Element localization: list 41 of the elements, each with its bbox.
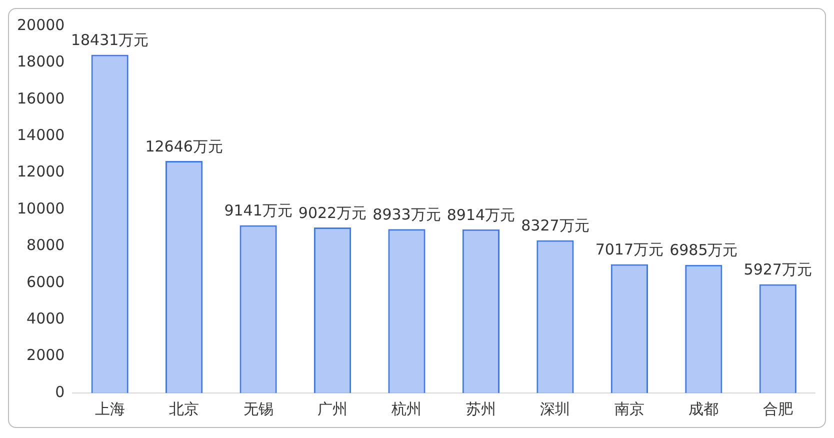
x-tick-label: 南京	[614, 400, 644, 418]
data-label: 8914万元	[446, 206, 516, 224]
data-label: 7017万元	[595, 240, 664, 259]
x-tick-label: 无锡	[243, 400, 274, 418]
y-tick-label: 16000	[17, 89, 65, 108]
bar	[759, 284, 796, 393]
data-label: 9022万元	[298, 204, 367, 222]
x-tick-label: 苏州	[466, 400, 496, 418]
y-tick-label: 6000	[26, 272, 65, 291]
x-tick-label: 合肥	[762, 400, 793, 418]
bar	[166, 160, 203, 393]
data-label: 8327万元	[521, 216, 590, 235]
bar	[314, 227, 352, 393]
bar	[685, 264, 722, 393]
y-tick-label: 0	[55, 382, 65, 401]
data-label: 6985万元	[670, 241, 738, 260]
y-tick-label: 10000	[17, 199, 65, 218]
y-tick-label: 8000	[26, 236, 65, 254]
data-label: 8933万元	[372, 205, 441, 224]
bar	[610, 264, 648, 393]
x-tick-label: 广州	[318, 400, 348, 418]
x-tick-label: 上海	[94, 400, 125, 418]
bar	[462, 229, 500, 393]
bar	[91, 54, 128, 393]
data-label: 5927万元	[744, 260, 812, 279]
data-label: 18431万元	[70, 31, 149, 50]
y-tick-label: 12000	[17, 162, 65, 181]
bar	[536, 240, 574, 393]
y-tick-label: 14000	[17, 126, 65, 144]
data-label: 9141万元	[224, 202, 292, 220]
y-tick-label: 18000	[17, 52, 65, 71]
x-tick-label: 北京	[169, 400, 200, 418]
x-tick-label: 杭州	[390, 400, 422, 418]
bar	[240, 225, 277, 393]
x-tick-label: 深圳	[540, 400, 570, 418]
bar	[388, 229, 426, 393]
y-tick-label: 4000	[26, 309, 65, 328]
data-label: 12646万元	[145, 137, 223, 156]
y-tick-label: 2000	[26, 346, 65, 364]
x-tick-label: 成都	[688, 400, 719, 418]
y-tick-label: 20000	[17, 16, 65, 34]
